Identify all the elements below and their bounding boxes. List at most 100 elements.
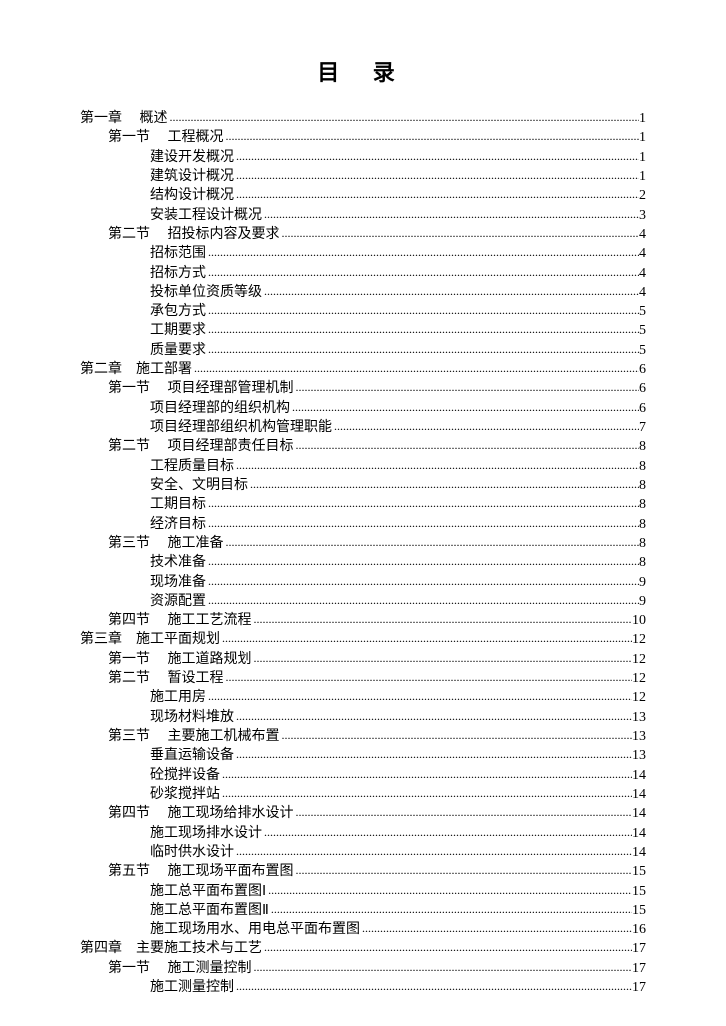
toc-entry-label: 临时供水设计 bbox=[150, 843, 234, 862]
toc-leader bbox=[280, 225, 640, 242]
toc-leader bbox=[220, 630, 632, 647]
toc-leader bbox=[206, 302, 639, 319]
toc-entry-page: 1 bbox=[639, 109, 646, 128]
toc-entry: 施工总平面布置图Ⅱ15 bbox=[80, 901, 646, 920]
toc-entry: 施工测量控制17 bbox=[80, 978, 646, 997]
toc-entry-page: 8 bbox=[639, 553, 646, 572]
toc-entry-label: 第二节 暂设工程 bbox=[108, 669, 224, 688]
toc-entry-page: 1 bbox=[639, 148, 646, 167]
toc-entry-label: 现场材料堆放 bbox=[150, 708, 234, 727]
toc-entry-page: 9 bbox=[639, 573, 646, 592]
toc-leader bbox=[234, 978, 632, 995]
toc-entry: 工期要求 5 bbox=[80, 321, 646, 340]
toc-entry: 施工用房12 bbox=[80, 688, 646, 707]
toc-entry: 现场材料堆放13 bbox=[80, 708, 646, 727]
toc-entry-page: 14 bbox=[632, 766, 646, 785]
toc-entry-label: 建筑设计概况 bbox=[150, 167, 234, 186]
toc-entry-page: 15 bbox=[632, 862, 646, 881]
toc-leader bbox=[248, 476, 639, 493]
toc-leader bbox=[252, 611, 633, 628]
toc-leader bbox=[224, 669, 633, 686]
toc-entry-page: 4 bbox=[639, 225, 646, 244]
toc-entry-page: 14 bbox=[632, 843, 646, 862]
toc-leader bbox=[206, 264, 639, 281]
toc-entry: 第四节 施工现场给排水设计14 bbox=[80, 804, 646, 823]
toc-entry: 结构设计概况2 bbox=[80, 186, 646, 205]
toc-entry-page: 9 bbox=[639, 592, 646, 611]
toc-leader bbox=[266, 882, 632, 899]
toc-leader bbox=[224, 128, 640, 145]
toc-entry: 施工现场用水、用电总平面布置图16 bbox=[80, 920, 646, 939]
toc-entry-page: 6 bbox=[639, 399, 646, 418]
toc-leader bbox=[290, 399, 639, 416]
toc-entry: 现场准备 9 bbox=[80, 573, 646, 592]
toc-entry: 第一节 施工道路规划12 bbox=[80, 650, 646, 669]
toc-entry-page: 6 bbox=[639, 379, 646, 398]
toc-entry-label: 第三节 主要施工机械布置 bbox=[108, 727, 280, 746]
toc-entry: 施工现场排水设计14 bbox=[80, 824, 646, 843]
toc-entry: 第二节 项目经理部责任目标8 bbox=[80, 437, 646, 456]
toc-leader bbox=[252, 959, 633, 976]
toc-entry-label: 项目经理部的组织机构 bbox=[150, 399, 290, 418]
toc-leader bbox=[234, 457, 639, 474]
toc-entry: 第一节 项目经理部管理机制 6 bbox=[80, 379, 646, 398]
toc-leader bbox=[294, 804, 633, 821]
toc-entry: 质量要求5 bbox=[80, 341, 646, 360]
toc-entry-label: 招标范围 bbox=[150, 244, 206, 263]
toc-entry-page: 1 bbox=[639, 167, 646, 186]
toc-entry: 投标单位资质等级4 bbox=[80, 283, 646, 302]
toc-entry: 承包方式5 bbox=[80, 302, 646, 321]
toc-entry-label: 结构设计概况 bbox=[150, 186, 234, 205]
toc-entry-page: 14 bbox=[632, 785, 646, 804]
toc-entry: 安全、文明目标8 bbox=[80, 476, 646, 495]
toc-leader bbox=[206, 321, 639, 338]
toc-entry-page: 15 bbox=[632, 901, 646, 920]
toc-entry-label: 第二章 施工部署 bbox=[80, 360, 192, 379]
toc-entry-label: 经济目标 bbox=[150, 515, 206, 534]
toc-entry-label: 砼搅拌设备 bbox=[150, 766, 220, 785]
toc-entry-page: 17 bbox=[632, 959, 646, 978]
toc-title: 目 录 bbox=[80, 55, 646, 87]
toc-entry-label: 项目经理部组织机构管理职能 bbox=[150, 418, 332, 437]
toc-entry-label: 第一节 项目经理部管理机制 bbox=[108, 379, 294, 398]
toc-entry-label: 施工用房 bbox=[150, 688, 206, 707]
toc-entry-label: 质量要求 bbox=[150, 341, 206, 360]
toc-leader bbox=[206, 515, 639, 532]
toc-entry: 安装工程设计概况3 bbox=[80, 206, 646, 225]
toc-entry-label: 施工测量控制 bbox=[150, 978, 234, 997]
toc-entry-label: 承包方式 bbox=[150, 302, 206, 321]
toc-entry-page: 5 bbox=[639, 321, 646, 340]
toc-entry-page: 1 bbox=[639, 128, 646, 147]
toc-entry: 招标方式4 bbox=[80, 264, 646, 283]
toc-leader bbox=[294, 862, 633, 879]
toc-entry: 垂直运输设备 13 bbox=[80, 746, 646, 765]
toc-entry-label: 第一节 施工道路规划 bbox=[108, 650, 252, 669]
toc-entry-page: 4 bbox=[639, 244, 646, 263]
toc-entry-label: 工期要求 bbox=[150, 321, 206, 340]
toc-entry-page: 8 bbox=[639, 515, 646, 534]
toc-entry-label: 第四章 主要施工技术与工艺 bbox=[80, 939, 262, 958]
toc-entry-label: 施工总平面布置图Ⅰ bbox=[150, 882, 266, 901]
toc-leader bbox=[332, 418, 639, 435]
toc-entry-label: 第一章 概述 bbox=[80, 109, 168, 128]
toc-entry: 工期目标8 bbox=[80, 495, 646, 514]
toc-leader bbox=[206, 553, 639, 570]
toc-entry: 项目经理部组织机构管理职能7 bbox=[80, 418, 646, 437]
toc-entry-page: 10 bbox=[632, 611, 646, 630]
toc-leader bbox=[269, 901, 632, 918]
toc-entry-label: 第四节 施工工艺流程 bbox=[108, 611, 252, 630]
toc-leader bbox=[234, 746, 632, 763]
toc-entry-page: 12 bbox=[632, 630, 646, 649]
toc-entry-page: 13 bbox=[632, 746, 646, 765]
toc-entry: 砂浆搅拌站14 bbox=[80, 785, 646, 804]
toc-entry-label: 施工现场用水、用电总平面布置图 bbox=[150, 920, 360, 939]
toc-leader bbox=[294, 379, 640, 396]
toc-entry-label: 现场准备 bbox=[150, 573, 206, 592]
toc-entry: 经济目标 8 bbox=[80, 515, 646, 534]
toc-entry-label: 垂直运输设备 bbox=[150, 746, 234, 765]
toc-entry-label: 技术准备 bbox=[150, 553, 206, 572]
toc-leader bbox=[234, 167, 639, 184]
toc-entry-page: 8 bbox=[639, 437, 646, 456]
toc-entry-label: 建设开发概况 bbox=[150, 148, 234, 167]
toc-entry-page: 4 bbox=[639, 283, 646, 302]
